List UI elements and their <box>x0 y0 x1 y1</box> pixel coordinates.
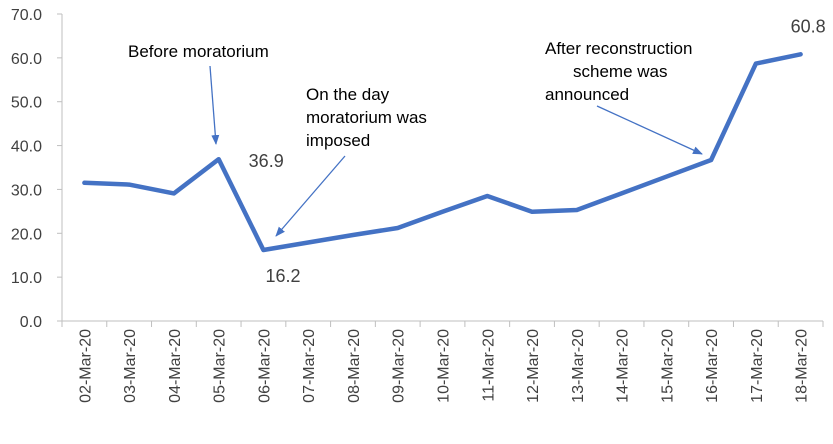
annotation-text: After reconstruction <box>545 39 692 58</box>
x-tick-label: 03-Mar-20 <box>122 329 139 403</box>
y-tick-label: 10.0 <box>11 270 42 287</box>
x-tick-label: 13-Mar-20 <box>570 329 587 403</box>
annotation-text: Before moratorium <box>128 42 269 61</box>
data-label: 36.9 <box>249 151 284 171</box>
x-tick-label: 12-Mar-20 <box>525 329 542 403</box>
y-tick-label: 50.0 <box>11 95 42 112</box>
x-tick-label: 14-Mar-20 <box>615 329 632 403</box>
y-tick-label: 70.0 <box>11 7 42 24</box>
x-tick-label: 04-Mar-20 <box>167 329 184 403</box>
x-tick-label: 18-Mar-20 <box>794 329 811 403</box>
annotation-text: scheme was <box>573 62 667 81</box>
data-label: 60.8 <box>791 16 826 36</box>
annotation-text: imposed <box>306 131 370 150</box>
annotation-text: announced <box>545 85 629 104</box>
x-tick-label: 16-Mar-20 <box>704 329 721 403</box>
annotation-text: On the day <box>306 85 390 104</box>
annotation-arrow <box>275 155 346 237</box>
annotation-arrow <box>209 65 220 145</box>
y-tick-label: 40.0 <box>11 139 42 156</box>
data-label: 16.2 <box>265 266 300 286</box>
series-line <box>82 52 803 253</box>
y-tick-label: 60.0 <box>11 51 42 68</box>
x-tick-label: 10-Mar-20 <box>436 329 453 403</box>
x-tick-label: 08-Mar-20 <box>346 329 363 403</box>
annotation-text: moratorium was <box>306 108 427 127</box>
y-tick-label: 0.0 <box>20 314 42 331</box>
x-tick-label: 11-Mar-20 <box>480 329 497 402</box>
x-tick-label: 05-Mar-20 <box>212 329 229 403</box>
x-tick-label: 15-Mar-20 <box>659 329 676 403</box>
x-tick-label: 02-Mar-20 <box>77 329 94 403</box>
y-tick-label: 30.0 <box>11 182 42 199</box>
x-tick-label: 17-Mar-20 <box>749 329 766 403</box>
x-tick-label: 06-Mar-20 <box>256 329 273 403</box>
y-tick-label: 20.0 <box>11 226 42 243</box>
x-tick-label: 09-Mar-20 <box>391 329 408 403</box>
x-tick-label: 07-Mar-20 <box>301 329 318 403</box>
annotation-arrow <box>596 105 703 155</box>
